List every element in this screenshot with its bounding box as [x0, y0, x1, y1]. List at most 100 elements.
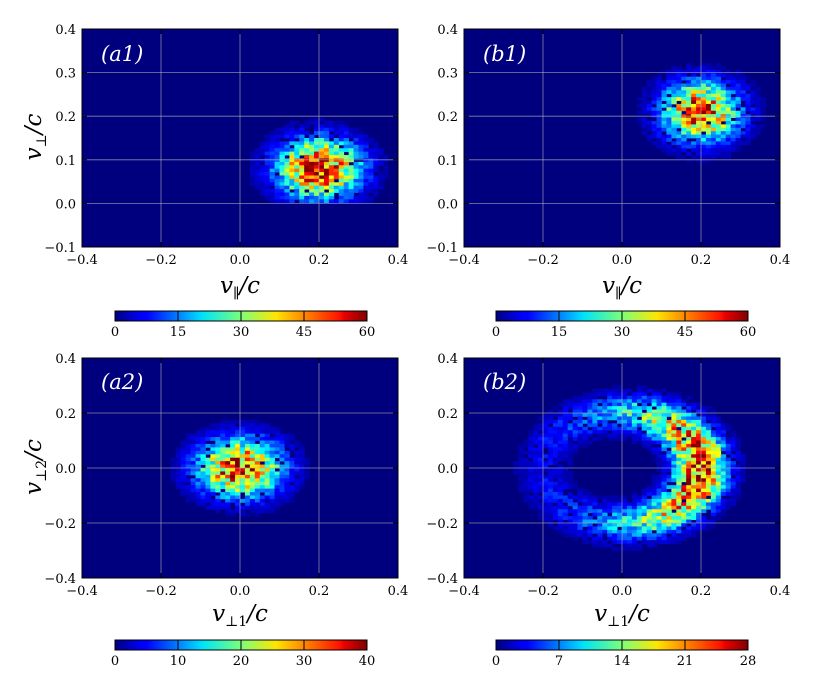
heatmap-cell	[681, 509, 687, 514]
heatmap-cell	[755, 127, 761, 132]
heatmap-cell	[577, 433, 583, 438]
heatmap-cell	[696, 488, 702, 493]
heatmap-cell	[294, 488, 300, 493]
heatmap-cell	[666, 80, 672, 84]
heatmap-cell	[279, 175, 285, 180]
heatmap-cell	[631, 533, 638, 538]
heatmap-cell	[557, 485, 564, 490]
heatmap-cell	[528, 437, 534, 441]
heatmap-cell	[681, 423, 687, 428]
heatmap-cell	[358, 175, 364, 180]
heatmap-cell	[348, 199, 354, 204]
heatmap-cell	[220, 440, 226, 445]
heatmap-cell	[636, 498, 643, 503]
heatmap-cell	[597, 536, 603, 541]
heatmap-cell	[701, 83, 707, 88]
heatmap-cell	[691, 66, 697, 71]
heatmap-cell	[185, 471, 192, 476]
heatmap-cell	[289, 155, 295, 159]
heatmap-cell	[715, 437, 722, 441]
heatmap-cell	[755, 131, 761, 135]
heatmap-cell	[368, 158, 374, 163]
x-tick-label: 0.0	[230, 584, 251, 599]
heatmap-cell	[538, 488, 544, 493]
heatmap-cell	[710, 454, 717, 459]
heatmap-cell	[210, 471, 216, 476]
heatmap-cell	[720, 141, 727, 146]
heatmap-cell	[348, 158, 354, 163]
heatmap-cell	[274, 189, 280, 193]
heatmap-cell	[686, 93, 692, 98]
heatmap-cell	[636, 529, 643, 534]
heatmap-cell	[735, 69, 741, 74]
heatmap-cell	[244, 485, 251, 490]
heatmap-cell	[691, 124, 697, 129]
heatmap-cell	[353, 151, 359, 156]
heatmap-cell	[651, 419, 657, 424]
heatmap-cell	[701, 437, 707, 441]
heatmap-cell	[720, 433, 727, 438]
heatmap-cell	[274, 134, 280, 139]
heatmap-cell	[523, 474, 529, 479]
heatmap-cell	[309, 120, 315, 125]
heatmap-cell	[294, 185, 300, 190]
heatmap-cell	[587, 416, 593, 421]
heatmap-cell	[656, 502, 662, 507]
heatmap-cell	[636, 117, 643, 122]
heatmap-cell	[686, 505, 692, 510]
heatmap-cell	[230, 447, 236, 452]
heatmap-cell	[696, 440, 702, 445]
heatmap-cell	[289, 161, 295, 166]
heatmap-cell	[622, 395, 628, 400]
x-tick-label: −0.2	[527, 584, 559, 599]
heatmap-cell	[587, 523, 593, 527]
heatmap-cell	[205, 505, 211, 510]
heatmap-cell	[681, 134, 687, 139]
heatmap-cell	[254, 492, 261, 496]
heatmap-cell	[671, 505, 677, 510]
heatmap-cell	[671, 454, 677, 459]
heatmap-cell	[686, 509, 692, 514]
heatmap-cell	[358, 199, 364, 204]
heatmap-cell	[185, 495, 192, 500]
heatmap-cell	[533, 457, 539, 462]
heatmap-cell	[725, 478, 732, 483]
heatmap-cell	[622, 529, 628, 534]
heatmap-cell	[696, 120, 702, 125]
heatmap-cell	[378, 172, 384, 176]
heatmap-cell	[274, 426, 280, 431]
heatmap-cell	[597, 519, 603, 524]
heatmap-cell	[264, 172, 271, 176]
heatmap-cell	[730, 430, 736, 435]
heatmap-cell	[725, 443, 732, 448]
heatmap-cell	[289, 185, 295, 190]
heatmap-cell	[528, 498, 534, 503]
heatmap-cell	[333, 155, 340, 159]
heatmap-cell	[631, 437, 638, 441]
heatmap-cell	[244, 464, 251, 469]
heatmap-cell	[617, 495, 623, 500]
heatmap-cell	[567, 433, 574, 438]
heatmap-cell	[562, 523, 569, 527]
heatmap-cell	[304, 474, 310, 479]
heatmap-cell	[547, 509, 554, 514]
heatmap-cell	[740, 457, 746, 462]
heatmap-cell	[577, 519, 583, 524]
heatmap-cell	[323, 120, 330, 125]
heatmap-cell	[205, 468, 211, 472]
heatmap-cell	[582, 495, 588, 500]
heatmap-cell	[175, 485, 182, 490]
heatmap-cell	[294, 468, 300, 472]
heatmap-cell	[587, 413, 593, 417]
heatmap-cell	[269, 461, 275, 465]
heatmap-cell	[720, 464, 727, 469]
heatmap-cell	[617, 516, 623, 520]
heatmap-cell	[557, 468, 564, 472]
heatmap-cell	[323, 178, 330, 183]
heatmap-cell	[686, 69, 692, 74]
heatmap-cell	[259, 498, 266, 503]
heatmap-cell	[299, 474, 305, 479]
heatmap-cell	[294, 165, 300, 170]
heatmap-cell	[661, 402, 667, 407]
heatmap-cell	[557, 488, 564, 493]
